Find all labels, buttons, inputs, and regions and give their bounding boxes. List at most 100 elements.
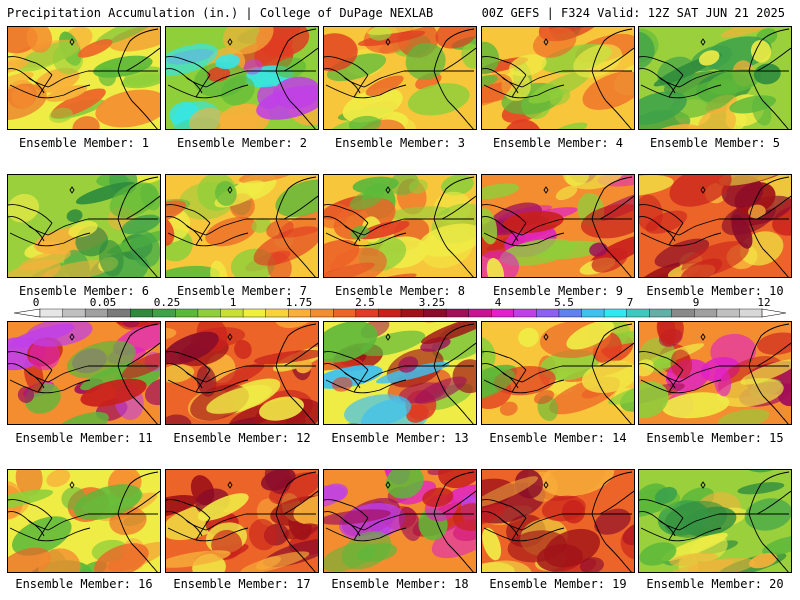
- precip-contour: [581, 203, 634, 239]
- precip-field-map: [639, 27, 791, 129]
- precip-field-map: [324, 322, 476, 424]
- precip-contour: [421, 322, 476, 345]
- ensemble-panel-10: [638, 174, 792, 278]
- precip-contour: [446, 484, 476, 504]
- precip-contour: [26, 27, 53, 53]
- colorbar-swatch: [355, 308, 379, 318]
- ensemble-panel-16: [7, 469, 161, 573]
- map-outlines: [639, 471, 791, 572]
- precip-contour: [15, 470, 43, 496]
- ensemble-member-label: Ensemble Member: 2: [176, 136, 308, 150]
- precip-contour: [729, 95, 777, 114]
- precip-contour: [8, 59, 29, 74]
- precip-contour: [666, 559, 734, 572]
- colorbar-tick-label: 0.05: [89, 296, 117, 309]
- precip-contour: [541, 470, 615, 497]
- precip-contour: [482, 562, 515, 572]
- station-marker-icon: [543, 186, 549, 194]
- precip-contour: [94, 543, 149, 572]
- precip-contour: [275, 179, 318, 217]
- precip-contour: [680, 258, 723, 277]
- ensemble-panel-15: [638, 321, 792, 425]
- precip-contour: [414, 376, 467, 404]
- precip-contour: [46, 470, 71, 487]
- precip-contour: [594, 508, 631, 535]
- precip-contour: [98, 239, 124, 277]
- precip-contour: [408, 179, 428, 194]
- ensemble-panel-11: [7, 321, 161, 425]
- precip-field-map: [639, 175, 791, 277]
- precip-contour: [431, 517, 476, 559]
- station-marker-icon: [69, 186, 75, 194]
- ensemble-member-label: Ensemble Member: 5: [649, 136, 781, 150]
- header-title: Precipitation Accumulation (in.) | Colle…: [7, 6, 434, 20]
- ensemble-member-label: Ensemble Member: 13: [331, 431, 469, 445]
- precip-contour: [453, 503, 476, 531]
- precip-contour: [748, 204, 766, 219]
- map-outlines: [482, 176, 634, 277]
- ensemble-member-label: Ensemble Member: 11: [15, 431, 153, 445]
- precip-contour: [502, 211, 564, 234]
- ensemble-member-label: Ensemble Member: 19: [489, 577, 627, 591]
- precip-contour: [731, 214, 753, 249]
- map-outlines: [166, 176, 318, 277]
- station-marker-icon: [700, 186, 706, 194]
- colorbar-tick-label: 7: [626, 296, 634, 309]
- station-marker-icon: [385, 38, 391, 46]
- colorbar-swatch: [39, 308, 64, 318]
- precip-contour: [72, 116, 100, 129]
- precip-contour: [717, 408, 770, 424]
- colorbar-tick-label: 1: [229, 296, 237, 309]
- precip-contour: [95, 27, 157, 46]
- precip-contour: [654, 486, 678, 504]
- precip-contour: [654, 238, 710, 268]
- precip-contour: [639, 175, 674, 197]
- precip-contour: [109, 182, 158, 218]
- station-marker-icon: [385, 186, 391, 194]
- precip-contour: [43, 259, 115, 277]
- ensemble-panel-19: [481, 469, 635, 573]
- colorbar-swatch: [400, 308, 425, 318]
- colorbar-tick-label: 0: [32, 296, 40, 309]
- precip-contour: [215, 54, 241, 70]
- precip-contour: [77, 39, 113, 58]
- precip-contour: [662, 392, 730, 419]
- precip-contour: [375, 361, 450, 384]
- precip-contour: [342, 88, 403, 123]
- precip-contour: [80, 361, 141, 391]
- ensemble-member-label: Ensemble Member: 10: [646, 284, 784, 298]
- colorbar-swatch: [242, 308, 267, 318]
- precip-contour: [8, 259, 61, 277]
- precip-contour: [670, 349, 693, 379]
- precip-contour: [749, 553, 778, 569]
- precip-contour: [26, 322, 93, 347]
- precip-contour: [639, 91, 687, 125]
- ensemble-member-label: Ensemble Member: 3: [334, 136, 466, 150]
- precip-contour: [80, 378, 147, 407]
- precip-contour: [499, 401, 518, 416]
- precip-contour: [482, 75, 498, 87]
- ensemble-panel-20: [638, 469, 792, 573]
- precip-contour: [197, 493, 249, 521]
- station-marker-icon: [543, 333, 549, 341]
- precip-contour: [509, 54, 547, 77]
- precip-contour: [534, 390, 555, 405]
- precip-contour: [166, 550, 231, 568]
- precip-contour: [573, 44, 623, 78]
- precip-field-map: [166, 27, 318, 129]
- precip-contour: [645, 210, 688, 234]
- precip-contour: [518, 327, 539, 347]
- precip-contour: [53, 412, 109, 424]
- precip-contour: [555, 185, 578, 201]
- ensemble-member-label: Ensemble Member: 14: [489, 431, 627, 445]
- colorbar-tick-label: 3.25: [418, 296, 446, 309]
- precip-contour: [549, 89, 571, 106]
- station-marker-icon: [69, 333, 75, 341]
- map-outlines: [639, 176, 791, 277]
- precip-contour: [566, 322, 615, 350]
- ensemble-member-label: Ensemble Member: 12: [173, 431, 311, 445]
- precip-field-map: [482, 175, 634, 277]
- precip-field-map: [8, 175, 160, 277]
- ensemble-member-label: Ensemble Member: 4: [492, 136, 624, 150]
- precip-contour: [122, 322, 140, 328]
